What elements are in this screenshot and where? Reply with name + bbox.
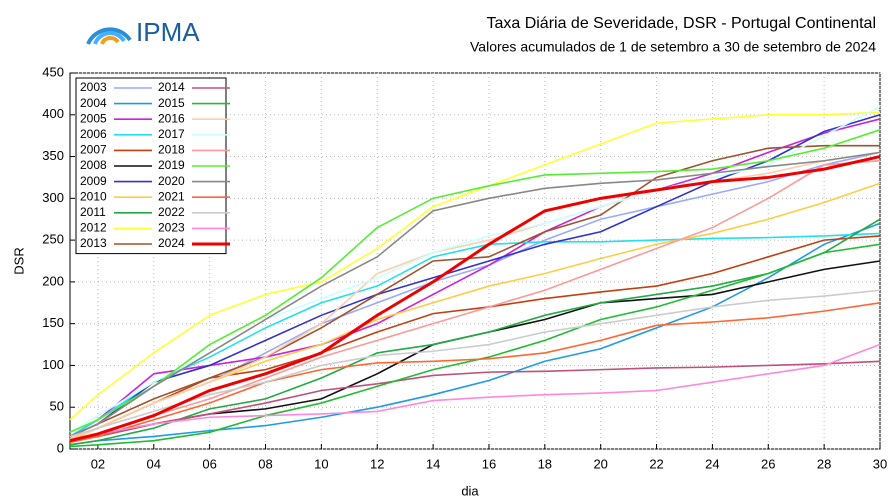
series-line [69, 260, 881, 442]
x-tick-label: 18 [538, 456, 552, 471]
legend-label: 2009 [80, 174, 107, 188]
series-line [69, 129, 881, 434]
legend-label: 2005 [80, 111, 107, 125]
legend-label: 2017 [158, 127, 185, 141]
y-tick-label: 400 [42, 106, 64, 121]
legend-label: 2023 [158, 221, 185, 235]
y-tick-label: 0 [57, 440, 64, 455]
series-line [69, 301, 881, 444]
legend-label: 2013 [80, 236, 107, 250]
legend-label: 2008 [80, 158, 107, 172]
legend-label: 2014 [158, 80, 185, 94]
legend-label: 2024 [158, 236, 185, 250]
legend-label: 2011 [80, 205, 106, 219]
legend-label: 2006 [80, 127, 107, 141]
legend-label: 2015 [158, 96, 185, 110]
y-axis-label: DSR [11, 247, 26, 274]
legend-label: 2019 [158, 158, 185, 172]
series-line [69, 222, 881, 446]
logo: IPMA [86, 17, 200, 47]
legend-label: 2016 [158, 111, 185, 125]
x-tick-label: 04 [147, 456, 161, 471]
series-line [69, 360, 881, 442]
series-line [69, 144, 880, 438]
legend-label: 2021 [158, 189, 185, 203]
legend-label: 2022 [158, 205, 185, 219]
logo-arc [93, 31, 126, 45]
legend-label: 2012 [80, 221, 107, 235]
series-line [69, 243, 881, 448]
legend-label: 2003 [80, 80, 107, 94]
legend-label: 2018 [158, 143, 185, 157]
x-tick-label: 20 [593, 456, 607, 471]
y-tick-label: 200 [42, 273, 64, 288]
legend-label: 2004 [80, 96, 107, 110]
chart-subtitle: Valores acumulados de 1 de setembro a 30… [470, 39, 876, 55]
series-line [69, 155, 881, 443]
logo-text: IPMA [136, 17, 200, 47]
x-tick-label: 28 [817, 456, 831, 471]
y-tick-label: 350 [42, 148, 64, 163]
logo-arc [100, 36, 120, 45]
series-line [69, 151, 881, 440]
x-tick-label: 12 [370, 456, 384, 471]
x-tick-label: 30 [873, 456, 887, 471]
series-line [69, 235, 881, 440]
x-tick-label: 10 [314, 456, 328, 471]
y-tick-label: 50 [50, 399, 64, 414]
x-tick-label: 26 [761, 456, 775, 471]
legend-label: 2010 [80, 189, 107, 203]
y-tick-label: 300 [42, 190, 64, 205]
x-tick-label: 08 [258, 456, 272, 471]
y-tick-label: 100 [42, 357, 64, 372]
y-tick-label: 250 [42, 232, 64, 247]
x-tick-label: 24 [705, 456, 719, 471]
series-line [69, 343, 881, 442]
y-tick-label: 150 [42, 315, 64, 330]
legend-label: 2007 [80, 143, 107, 157]
chart-title: Taxa Diária de Severidade, DSR - Portuga… [486, 15, 876, 32]
x-tick-label: 16 [482, 456, 496, 471]
series-line [69, 111, 881, 421]
series-line [69, 159, 881, 442]
x-tick-label: 02 [91, 456, 105, 471]
legend-label: 2020 [158, 174, 185, 188]
x-tick-label: 22 [649, 456, 663, 471]
series-line [69, 105, 881, 433]
x-tick-label: 14 [426, 456, 440, 471]
series-line [69, 151, 881, 438]
y-tick-label: 450 [42, 64, 64, 79]
x-tick-label: 06 [202, 456, 216, 471]
x-axis-label: dia [461, 483, 479, 498]
logo-arc [86, 27, 132, 45]
